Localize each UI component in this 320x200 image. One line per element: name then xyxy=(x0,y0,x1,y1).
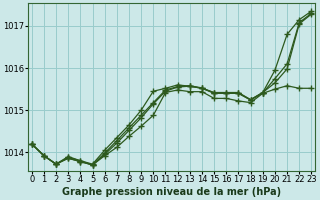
X-axis label: Graphe pression niveau de la mer (hPa): Graphe pression niveau de la mer (hPa) xyxy=(62,187,281,197)
